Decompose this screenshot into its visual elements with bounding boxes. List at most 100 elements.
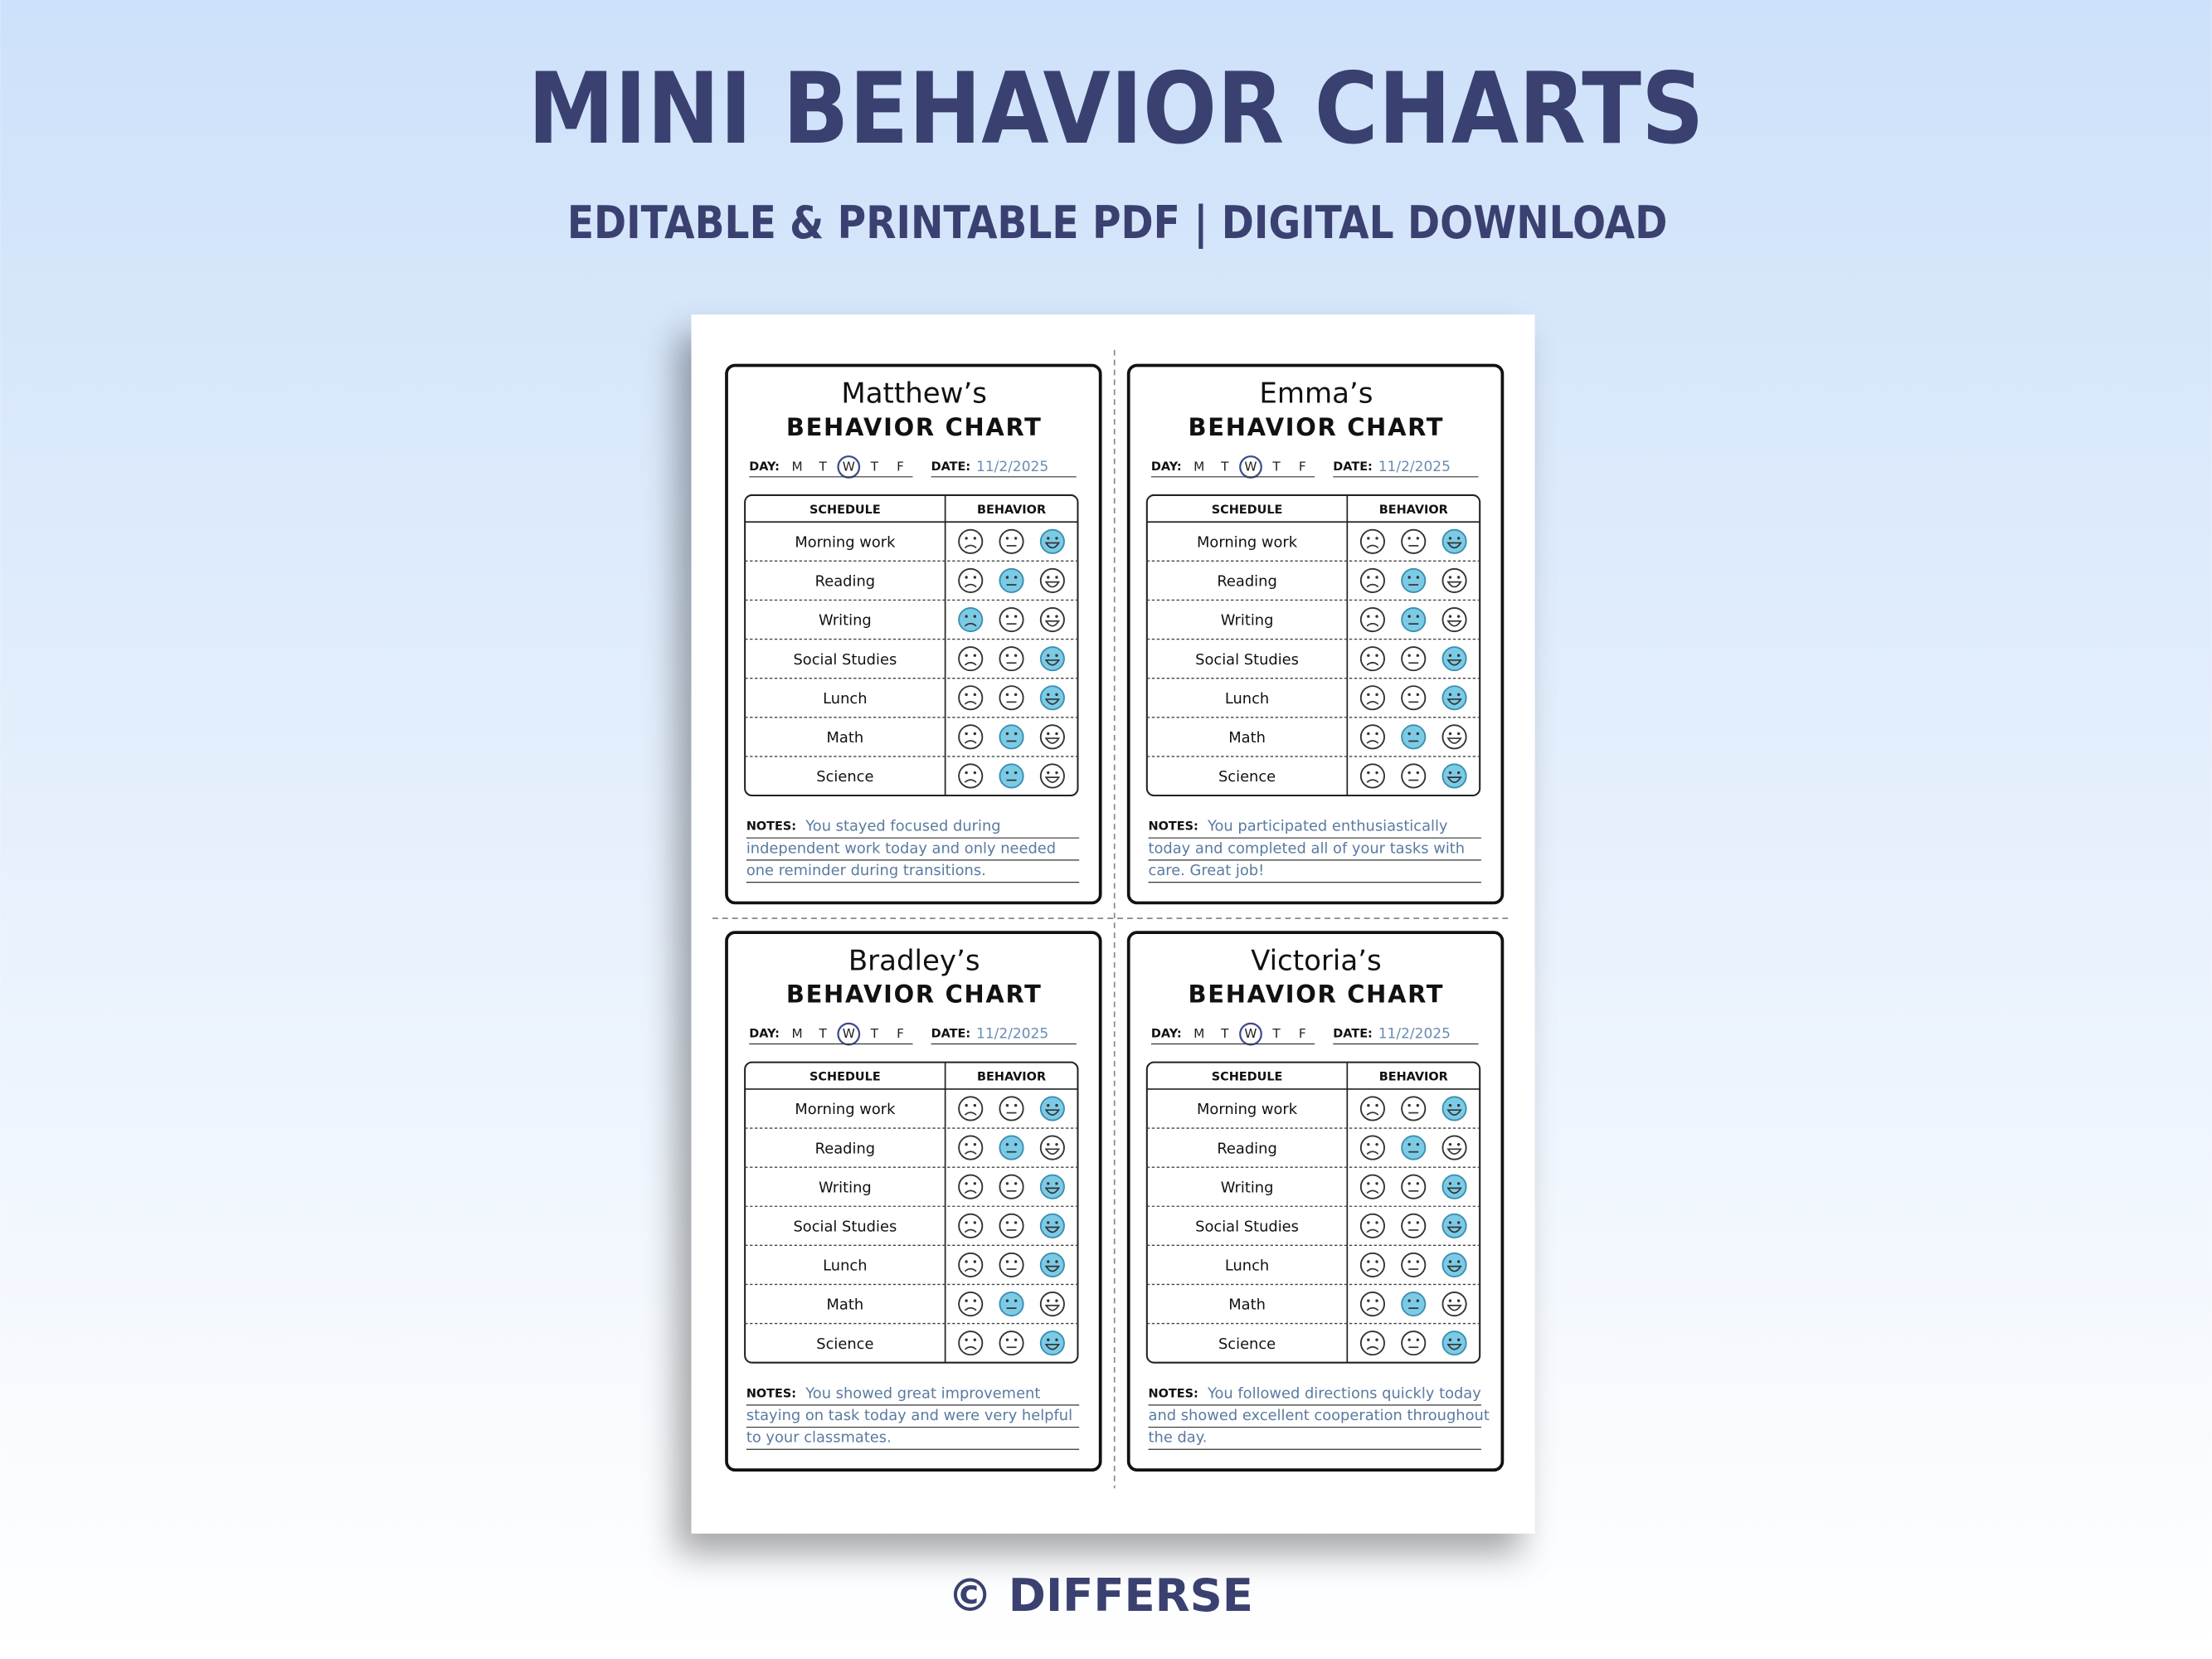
face <box>999 1174 1024 1199</box>
face-mouth <box>964 740 977 744</box>
face <box>999 763 1024 789</box>
face-eye <box>1416 615 1420 618</box>
face-mouth <box>1044 776 1061 783</box>
face <box>1441 528 1467 554</box>
student-name: Matthew’s <box>841 377 987 411</box>
face-eye <box>1407 693 1411 697</box>
face-eye <box>1416 1103 1420 1107</box>
face-eye <box>973 1182 977 1185</box>
face <box>1401 1331 1427 1356</box>
face <box>1039 1174 1065 1199</box>
face-mouth <box>1044 659 1061 666</box>
face-eye <box>1055 615 1058 618</box>
notes-label: NOTES: <box>746 1387 796 1400</box>
face <box>958 1096 984 1121</box>
face-eye <box>1407 1103 1411 1107</box>
face <box>1359 567 1385 593</box>
face-mouth <box>1044 542 1061 549</box>
face-eye <box>1448 537 1452 540</box>
face-mouth <box>964 661 977 666</box>
subject: Writing <box>819 612 872 630</box>
subject: Reading <box>815 1140 875 1157</box>
face <box>999 724 1024 750</box>
face <box>958 1213 984 1238</box>
face <box>1039 1213 1065 1238</box>
face-eye <box>1407 771 1411 775</box>
face-eye <box>1448 1299 1452 1302</box>
face-eye <box>965 615 968 618</box>
face-eye <box>1375 1299 1378 1302</box>
subject: Lunch <box>823 1258 867 1275</box>
subject: Morning work <box>795 534 896 552</box>
face-eye <box>1416 537 1420 540</box>
face <box>1441 567 1467 593</box>
face <box>1359 685 1385 711</box>
face <box>1359 646 1385 672</box>
face-eye <box>965 1103 968 1107</box>
face-eye <box>1047 576 1050 579</box>
face <box>1359 528 1385 554</box>
face-eye <box>1055 537 1058 540</box>
face-eye <box>1055 693 1058 697</box>
face-eye <box>1407 537 1411 540</box>
face-eye <box>973 1260 977 1263</box>
face <box>1401 763 1427 789</box>
face-mouth <box>1366 1345 1379 1350</box>
face <box>958 646 984 672</box>
face <box>1441 1331 1467 1356</box>
face-mouth <box>1366 1228 1379 1233</box>
day-circle <box>1239 455 1262 479</box>
face <box>1401 1096 1427 1121</box>
face-eye <box>1448 615 1452 618</box>
face <box>958 1291 984 1317</box>
face-eye <box>965 1182 968 1185</box>
face-eye <box>1367 693 1370 697</box>
face-eye <box>973 771 977 775</box>
face-eye <box>1448 1221 1452 1224</box>
face <box>999 1213 1024 1238</box>
face <box>1401 1252 1427 1277</box>
face <box>1039 528 1065 554</box>
face-mouth <box>964 779 977 783</box>
face <box>1401 1213 1427 1238</box>
face <box>1039 1135 1065 1160</box>
face-eye <box>1047 771 1050 775</box>
face-eye <box>1005 1182 1009 1185</box>
note-line: You followed directions quickly today <box>1207 1384 1481 1402</box>
face-mouth <box>1366 622 1379 627</box>
face <box>958 685 984 711</box>
card-heading: BEHAVIOR CHART <box>786 980 1043 1009</box>
subject: Science <box>1218 1335 1276 1353</box>
day-letter: M <box>791 459 802 474</box>
face-mouth <box>1366 1306 1379 1311</box>
face-eye <box>1014 771 1018 775</box>
student-name: Bradley’s <box>848 944 980 977</box>
face-eye <box>1456 576 1461 579</box>
face-eye <box>1055 1260 1058 1263</box>
face-eye <box>1047 693 1050 697</box>
subject: Writing <box>819 1179 872 1196</box>
face-eye <box>973 693 977 697</box>
face-mouth <box>1366 1190 1379 1194</box>
face-mouth <box>1446 1187 1462 1194</box>
face-eye <box>1005 1338 1009 1341</box>
face <box>958 1252 984 1277</box>
face-eye <box>1014 654 1018 657</box>
face-eye <box>1055 1182 1058 1185</box>
face-eye <box>1014 1299 1018 1302</box>
note-line: and showed excellent cooperation through… <box>1149 1407 1490 1424</box>
face-eye <box>1375 1260 1378 1263</box>
face-eye <box>1005 1103 1009 1107</box>
face-eye <box>1367 576 1370 579</box>
face-eye <box>1448 1182 1452 1185</box>
face-eye <box>1005 615 1009 618</box>
face-mouth <box>1044 1109 1061 1116</box>
face-eye <box>965 1260 968 1263</box>
face <box>1401 567 1427 593</box>
table-border <box>1145 1061 1481 1364</box>
face <box>999 528 1024 554</box>
face-eye <box>1047 732 1050 736</box>
face-eye <box>1407 1338 1411 1341</box>
face-mouth <box>964 1345 977 1350</box>
